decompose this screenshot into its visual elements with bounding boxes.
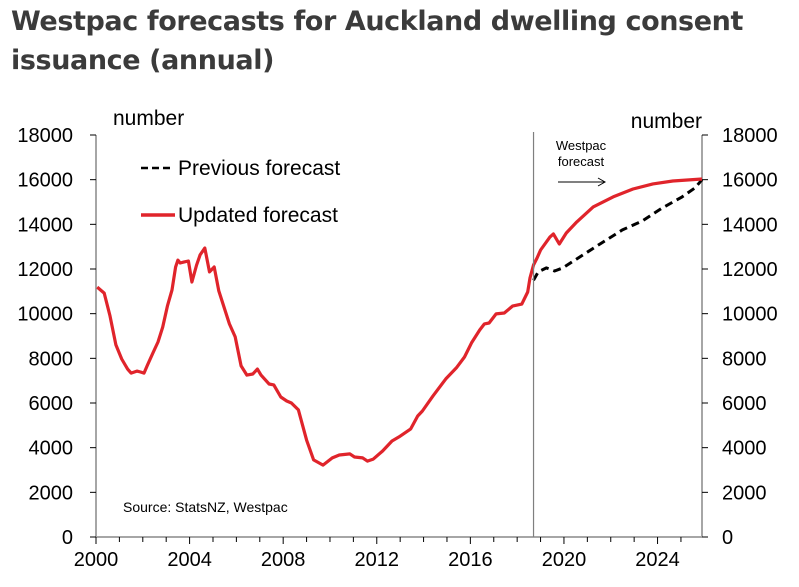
x-tick-label: 2000 xyxy=(74,549,119,571)
forecast-annotation-line2: forecast xyxy=(558,154,605,169)
y-tick-label-right: 0 xyxy=(722,527,733,549)
legend-label-previous-forecast: Previous forecast xyxy=(178,157,340,180)
series-line-previous-forecast xyxy=(532,178,704,281)
y-tick-label-right: 2000 xyxy=(722,482,767,504)
y-tick-label-right: 10000 xyxy=(722,304,778,326)
chart-title: Westpac forecasts for Auckland dwelling … xyxy=(11,6,743,76)
y-tick-label-left: 14000 xyxy=(17,214,73,236)
forecast-annotation-line1: Westpac xyxy=(556,138,607,153)
x-tick-label: 2004 xyxy=(167,549,212,571)
y-axis-label-right: number xyxy=(631,110,702,133)
y-tick-label-left: 10000 xyxy=(17,304,73,326)
y-tick-label-left: 8000 xyxy=(29,348,74,370)
y-tick-label-left: 12000 xyxy=(17,259,73,281)
x-tick-label: 2016 xyxy=(448,549,493,571)
y-tick-label-right: 6000 xyxy=(722,393,767,415)
y-tick-label-right: 12000 xyxy=(722,259,778,281)
series-layer xyxy=(96,177,704,467)
y-tick-label-right: 16000 xyxy=(722,170,778,192)
legend-label-updated-forecast: Updated forecast xyxy=(178,204,338,227)
y-tick-label-right: 14000 xyxy=(722,214,778,236)
forecast-arrowhead-icon xyxy=(597,177,607,187)
series-line-updated-forecast xyxy=(96,177,703,467)
y-tick-label-left: 4000 xyxy=(29,438,74,460)
y-tick-label-left: 6000 xyxy=(29,393,74,415)
y-axis-label-left: number xyxy=(113,107,184,130)
y-tick-label-left: 0 xyxy=(62,527,73,549)
x-tick-label: 2008 xyxy=(261,549,306,571)
x-tick-label: 2012 xyxy=(355,549,400,571)
y-tick-label-right: 18000 xyxy=(722,125,778,147)
y-tick-label-right: 4000 xyxy=(722,438,767,460)
x-tick-label: 2024 xyxy=(635,549,680,571)
y-tick-label-left: 18000 xyxy=(17,125,73,147)
y-tick-label-left: 2000 xyxy=(29,482,74,504)
y-tick-label-right: 8000 xyxy=(722,348,767,370)
legend: Previous forecast Updated forecast xyxy=(141,157,340,227)
y-tick-label-left: 16000 xyxy=(17,170,73,192)
source-note: Source: StatsNZ, Westpac xyxy=(123,499,288,515)
x-tick-label: 2020 xyxy=(542,549,587,571)
